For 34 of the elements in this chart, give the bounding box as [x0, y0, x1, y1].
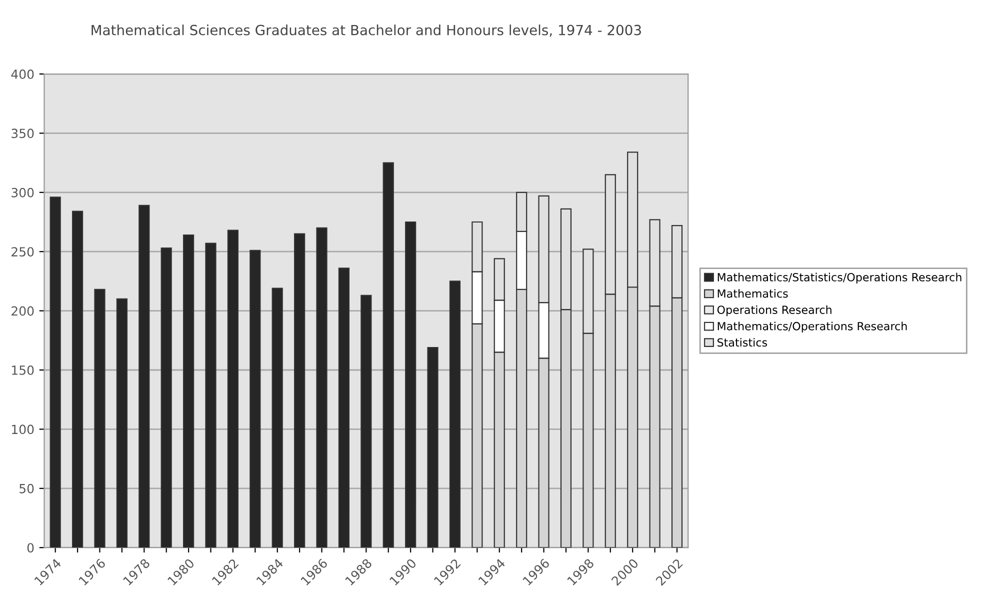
bar [183, 234, 194, 548]
legend-label: Mathematics [718, 289, 788, 298]
bar [316, 227, 328, 548]
bar [72, 210, 84, 548]
bar [272, 288, 283, 548]
bar [138, 204, 150, 548]
y-tick-label: 0 [27, 543, 34, 553]
y-tick-label: 250 [12, 247, 34, 257]
chart-title: Mathematical Sciences Graduates at Bachelor and Honours levels, 1974 - 2003 [92, 24, 641, 37]
y-tick-label: 50 [20, 484, 34, 494]
y-tick-label: 100 [12, 424, 34, 434]
legend-label: Operations Research [717, 305, 832, 316]
bar [294, 233, 306, 548]
bar [338, 268, 350, 548]
bar [94, 288, 106, 548]
legend-label: Mathematics/Statistics/Operations Research [718, 272, 962, 284]
bar [449, 280, 461, 548]
y-tick-label: 400 [11, 69, 34, 79]
y-tick-label: 300 [12, 188, 34, 198]
bar [50, 196, 61, 548]
bar [116, 298, 128, 548]
bar [160, 247, 172, 548]
y-tick-label: 200 [12, 306, 34, 316]
legend-label: Statistics [717, 338, 768, 347]
bar [227, 230, 239, 548]
y-tick-label: 150 [12, 365, 34, 375]
bar [405, 221, 416, 548]
bar [382, 162, 394, 548]
bar [427, 346, 438, 548]
y-tick-label: 350 [12, 128, 34, 138]
bar [360, 294, 372, 548]
bar [250, 250, 261, 548]
bar [205, 242, 216, 548]
legend-label: Mathematics/Operations Research [718, 322, 907, 332]
